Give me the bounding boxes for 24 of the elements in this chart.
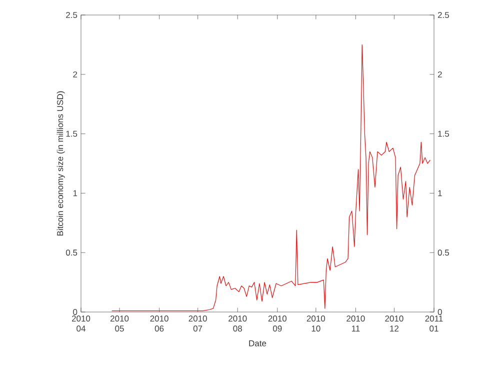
x-tick-label: 2010 08 bbox=[228, 316, 247, 332]
y2-tick-label: 2 bbox=[438, 71, 442, 78]
x-tick-label: 2010 05 bbox=[110, 316, 129, 332]
y-tick-label: 0 bbox=[73, 308, 78, 316]
x-tick-label: 2010 10 bbox=[306, 316, 326, 332]
x-tick-label: 2010 06 bbox=[150, 316, 168, 332]
x-tick-label: 2010 07 bbox=[188, 316, 207, 332]
y2-tick-label: 0.5 bbox=[438, 250, 450, 256]
y2-tick-label: 1 bbox=[438, 190, 442, 196]
x-tick-label: 2010 11 bbox=[346, 316, 365, 332]
x-tick-label: 2010 04 bbox=[72, 316, 90, 332]
x-tick-label: 2010 12 bbox=[385, 316, 404, 332]
y2-tick-label: 2.5 bbox=[438, 12, 450, 18]
x-tick-label: 2011 01 bbox=[425, 316, 443, 332]
y2-tick-label: 0 bbox=[438, 308, 442, 316]
y-tick-label: 1 bbox=[73, 190, 78, 196]
y2-tick-label: 1.5 bbox=[438, 130, 450, 137]
y-tick-label: 1.5 bbox=[66, 130, 78, 137]
y-tick-label: 2.5 bbox=[66, 12, 78, 18]
x-tick-label: 2010 09 bbox=[268, 316, 287, 332]
y-tick-label: 0.5 bbox=[66, 250, 78, 256]
y-axis-title: Bitcoin economy size (in millions USD) bbox=[56, 91, 65, 236]
y-tick-label: 2 bbox=[73, 71, 78, 78]
x-axis-title: Date bbox=[249, 340, 266, 346]
